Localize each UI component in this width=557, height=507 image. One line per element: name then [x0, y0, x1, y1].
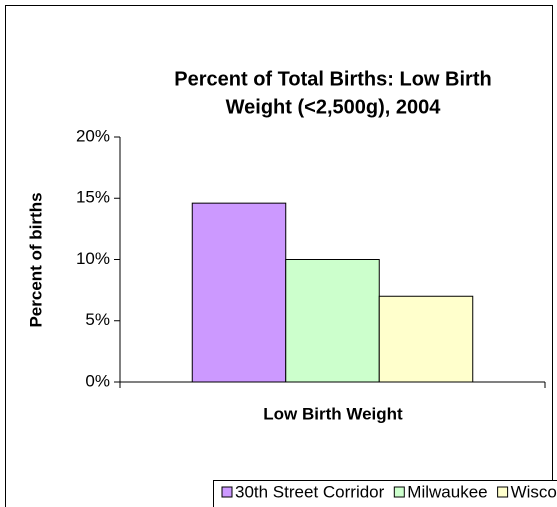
- y-tick-label: 0%: [85, 371, 110, 390]
- bar: [378, 295, 474, 383]
- bar: [285, 259, 380, 383]
- chart-title: Percent of Total Births: Low Birth: [174, 68, 491, 90]
- legend-label: 30th Street Corridor: [235, 482, 385, 501]
- y-tick-label: 15%: [76, 188, 110, 207]
- y-tick-label: 5%: [85, 310, 110, 329]
- y-tick-label: 10%: [76, 249, 110, 268]
- x-axis-title: Low Birth Weight: [263, 404, 403, 423]
- legend-swatch: [497, 486, 509, 498]
- legend-swatch: [221, 486, 233, 498]
- legend-swatch: [393, 486, 405, 498]
- bar: [191, 202, 287, 383]
- y-tick-label: 20%: [76, 126, 110, 145]
- legend-label: Wisconsin: [511, 482, 557, 501]
- chart-title: Weight (<2,500g), 2004: [226, 96, 442, 118]
- y-axis-title: Percent of births: [26, 192, 45, 327]
- legend-label: Milwaukee: [407, 482, 487, 501]
